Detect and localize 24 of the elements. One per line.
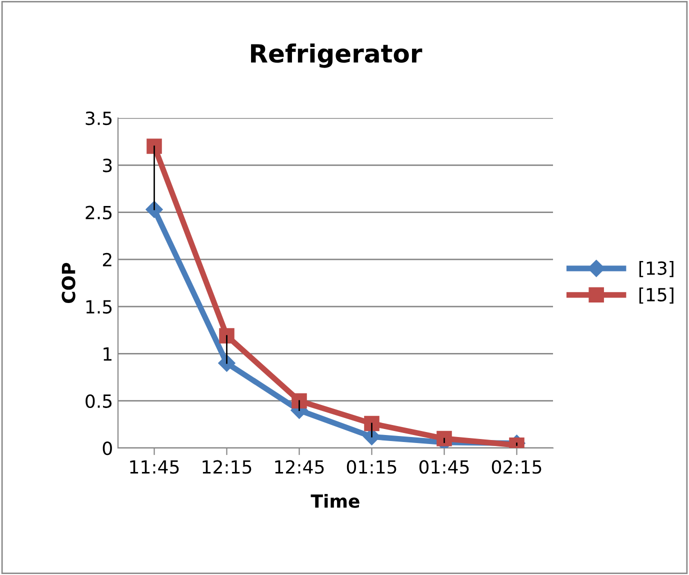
- x-tick-label: 12:45: [275, 460, 324, 474]
- chart-title: Refrigerator: [251, 43, 422, 68]
- x-axis-title: Time: [310, 494, 360, 508]
- y-tick-label: 0: [102, 441, 112, 456]
- y-tick-label: 3: [103, 158, 112, 172]
- x-tick-label: 12:15: [202, 460, 252, 474]
- point: [219, 328, 234, 344]
- y-tick-label: 1.5: [86, 300, 112, 314]
- point: [436, 430, 452, 446]
- legend-label: [15]: [639, 288, 674, 304]
- y-tick-label: 1: [104, 347, 112, 361]
- point: [364, 416, 380, 432]
- x-tick-label: 02:15: [492, 460, 542, 474]
- point: [146, 138, 162, 154]
- y-tick-label: 0.5: [86, 394, 112, 408]
- y-tick-label: 3.5: [86, 111, 112, 126]
- x-tick-label: 11:45: [130, 460, 179, 474]
- legend-label: [13]: [639, 261, 674, 278]
- y-tick-label: 2: [102, 252, 112, 266]
- x-tick-label: 01:15: [346, 460, 396, 474]
- y-tick-label: 2.5: [86, 206, 112, 220]
- y-axis-title: COP: [62, 262, 76, 304]
- x-tick-label: 01:45: [419, 460, 469, 474]
- point: [292, 393, 307, 408]
